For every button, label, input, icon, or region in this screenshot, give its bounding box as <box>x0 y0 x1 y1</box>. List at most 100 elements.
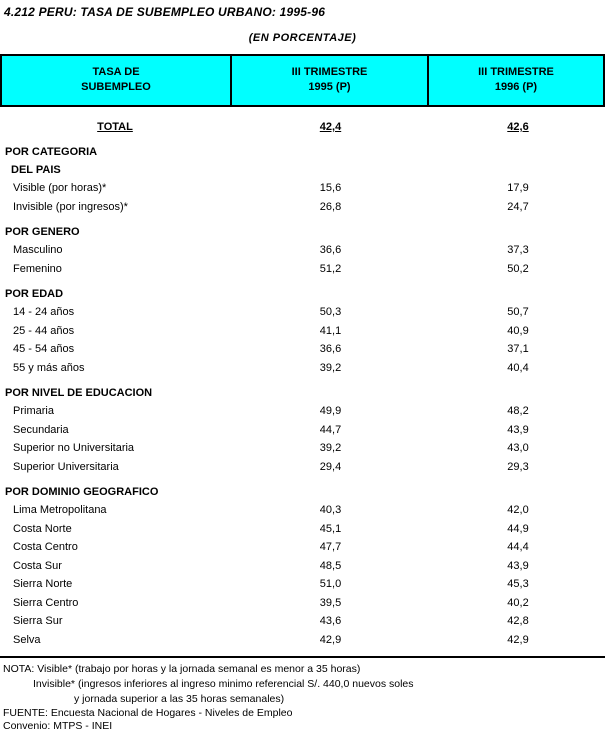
row-label: Visible (por horas)* <box>13 182 107 194</box>
table-bottom-rule <box>0 656 605 658</box>
table-header: TASA DE SUBEMPLEO III TRIMESTRE 1995 (P)… <box>0 54 605 107</box>
row-value-1996: 42,8 <box>507 615 529 627</box>
row-value-1995: 42,9 <box>319 633 342 646</box>
row-label: Costa Sur <box>13 559 62 572</box>
total-label: TOTAL <box>97 121 133 133</box>
section-dominio-geografico: POR DOMINIO GEOGRAFICO Lima Metropolitan… <box>0 483 605 649</box>
row-label: Superior no Universitaria <box>13 442 135 454</box>
row-value-1996: 43,9 <box>507 423 529 436</box>
section-title: POR EDAD <box>5 288 64 300</box>
total-row: TOTAL 42,4 42,6 <box>0 118 605 136</box>
table-row: Sierra Norte 51,0 45,3 <box>0 575 605 594</box>
row-value-1995: 36,6 <box>319 343 342 355</box>
nota-line: y jornada superior a las 35 horas semana… <box>74 693 285 705</box>
row-value-1996: 37,1 <box>507 343 529 355</box>
total-value-1996: 42,6 <box>507 121 529 133</box>
row-label: Masculino <box>13 244 63 256</box>
row-label: Femenino <box>13 262 62 275</box>
table-row: Secundaria 44,7 43,9 <box>0 421 605 440</box>
total-value-1995: 42,4 <box>319 121 342 133</box>
header-line: TASA DE <box>92 66 140 78</box>
table-row: Sierra Centro 39,5 40,2 <box>0 594 605 613</box>
section-title: POR DOMINIO GEOGRAFICO <box>5 486 159 498</box>
table-row: Superior Universitaria 29,4 29,3 <box>0 458 605 477</box>
row-value-1996: 24,7 <box>507 200 529 213</box>
table-row: Invisible (por ingresos)* 26,8 24,7 <box>0 198 605 217</box>
row-value-1996: 48,2 <box>507 405 529 417</box>
section-title: POR CATEGORIA <box>5 146 98 158</box>
row-label: Costa Norte <box>13 522 72 535</box>
convenio-line: Convenio: MTPS - INEI <box>3 720 113 732</box>
nota-line: NOTA: Visible* (trabajo por horas y la j… <box>3 663 361 675</box>
row-value-1995: 47,7 <box>319 541 342 553</box>
table-row: Primaria 49,9 48,2 <box>0 402 605 421</box>
row-value-1995: 29,4 <box>319 460 342 473</box>
row-value-1996: 17,9 <box>507 182 529 194</box>
row-value-1995: 51,2 <box>319 262 342 275</box>
row-label: Selva <box>13 633 41 646</box>
row-value-1996: 43,9 <box>507 559 529 572</box>
row-value-1995: 51,0 <box>319 578 342 590</box>
section-educacion: POR NIVEL DE EDUCACION Primaria 49,9 48,… <box>0 384 605 476</box>
row-value-1995: 26,8 <box>319 200 342 213</box>
row-value-1995: 50,3 <box>319 306 342 318</box>
header-line: III TRIMESTRE <box>478 66 554 78</box>
table-row: 55 y más años 39,2 40,4 <box>0 359 605 378</box>
table-row: Femenino 51,2 50,2 <box>0 260 605 279</box>
row-value-1996: 44,9 <box>507 522 529 535</box>
header-line: SUBEMPLEO <box>81 81 151 93</box>
row-value-1995: 15,6 <box>319 182 342 194</box>
row-value-1995: 39,2 <box>319 442 342 454</box>
row-value-1996: 40,2 <box>507 596 529 609</box>
row-value-1996: 42,9 <box>507 633 529 646</box>
table-row: Costa Centro 47,7 44,4 <box>0 538 605 557</box>
row-value-1996: 45,3 <box>507 578 529 590</box>
nota-line: Invisible* (ingresos inferiores al ingre… <box>33 678 414 690</box>
section-subtitle: DEL PAIS <box>11 164 61 176</box>
row-label: Lima Metropolitana <box>13 504 107 516</box>
row-value-1996: 40,9 <box>507 324 529 337</box>
row-value-1996: 42,0 <box>507 504 529 516</box>
header-cell-trimestre-1996: III TRIMESTRE 1996 (P) <box>429 56 603 105</box>
table-row: Sierra Sur 43,6 42,8 <box>0 612 605 631</box>
row-value-1996: 50,2 <box>507 262 529 275</box>
table-row: Superior no Universitaria 39,2 43,0 <box>0 439 605 458</box>
table-row: Costa Sur 48,5 43,9 <box>0 557 605 576</box>
row-value-1995: 48,5 <box>319 559 342 572</box>
row-label: 45 - 54 años <box>13 343 75 355</box>
row-value-1995: 39,2 <box>319 361 342 374</box>
section-title: POR GENERO <box>5 226 80 238</box>
section-genero: POR GENERO Masculino 36,6 37,3 Femenino … <box>0 223 605 278</box>
row-label: Sierra Centro <box>13 596 79 609</box>
header-line: 1995 (P) <box>308 81 351 93</box>
row-label: Invisible (por ingresos)* <box>13 200 128 213</box>
table-row: 45 - 54 años 36,6 37,1 <box>0 340 605 359</box>
row-value-1995: 40,3 <box>319 504 342 516</box>
table-row: 14 - 24 años 50,3 50,7 <box>0 303 605 322</box>
header-line: III TRIMESTRE <box>291 66 368 78</box>
row-label: Sierra Sur <box>13 615 63 627</box>
row-value-1996: 37,3 <box>507 244 529 256</box>
table-row: Visible (por horas)* 15,6 17,9 <box>0 179 605 198</box>
row-value-1995: 43,6 <box>319 615 342 627</box>
header-cell-trimestre-1995: III TRIMESTRE 1995 (P) <box>230 56 429 105</box>
row-value-1995: 41,1 <box>319 324 342 337</box>
header-cell-tasa-de-subempleo: TASA DE SUBEMPLEO <box>2 56 230 105</box>
row-value-1996: 50,7 <box>507 306 529 318</box>
section-title: POR NIVEL DE EDUCACION <box>5 387 153 399</box>
row-value-1995: 45,1 <box>319 522 342 535</box>
table-row: Lima Metropolitana 40,3 42,0 <box>0 501 605 520</box>
table-row: 25 - 44 años 41,1 40,9 <box>0 322 605 341</box>
table-row: Selva 42,9 42,9 <box>0 631 605 650</box>
row-value-1996: 43,0 <box>507 442 529 454</box>
row-label: 55 y más años <box>13 361 85 374</box>
row-label: 25 - 44 años <box>13 324 75 337</box>
row-label: Primaria <box>13 405 54 417</box>
row-label: Secundaria <box>13 423 69 436</box>
table-row: Costa Norte 45,1 44,9 <box>0 520 605 539</box>
row-value-1996: 40,4 <box>507 361 529 374</box>
row-label: Superior Universitaria <box>13 460 119 473</box>
row-label: 14 - 24 años <box>13 306 75 318</box>
page-subtitle: (EN PORCENTAJE) <box>248 32 357 44</box>
row-value-1995: 49,9 <box>319 405 342 417</box>
